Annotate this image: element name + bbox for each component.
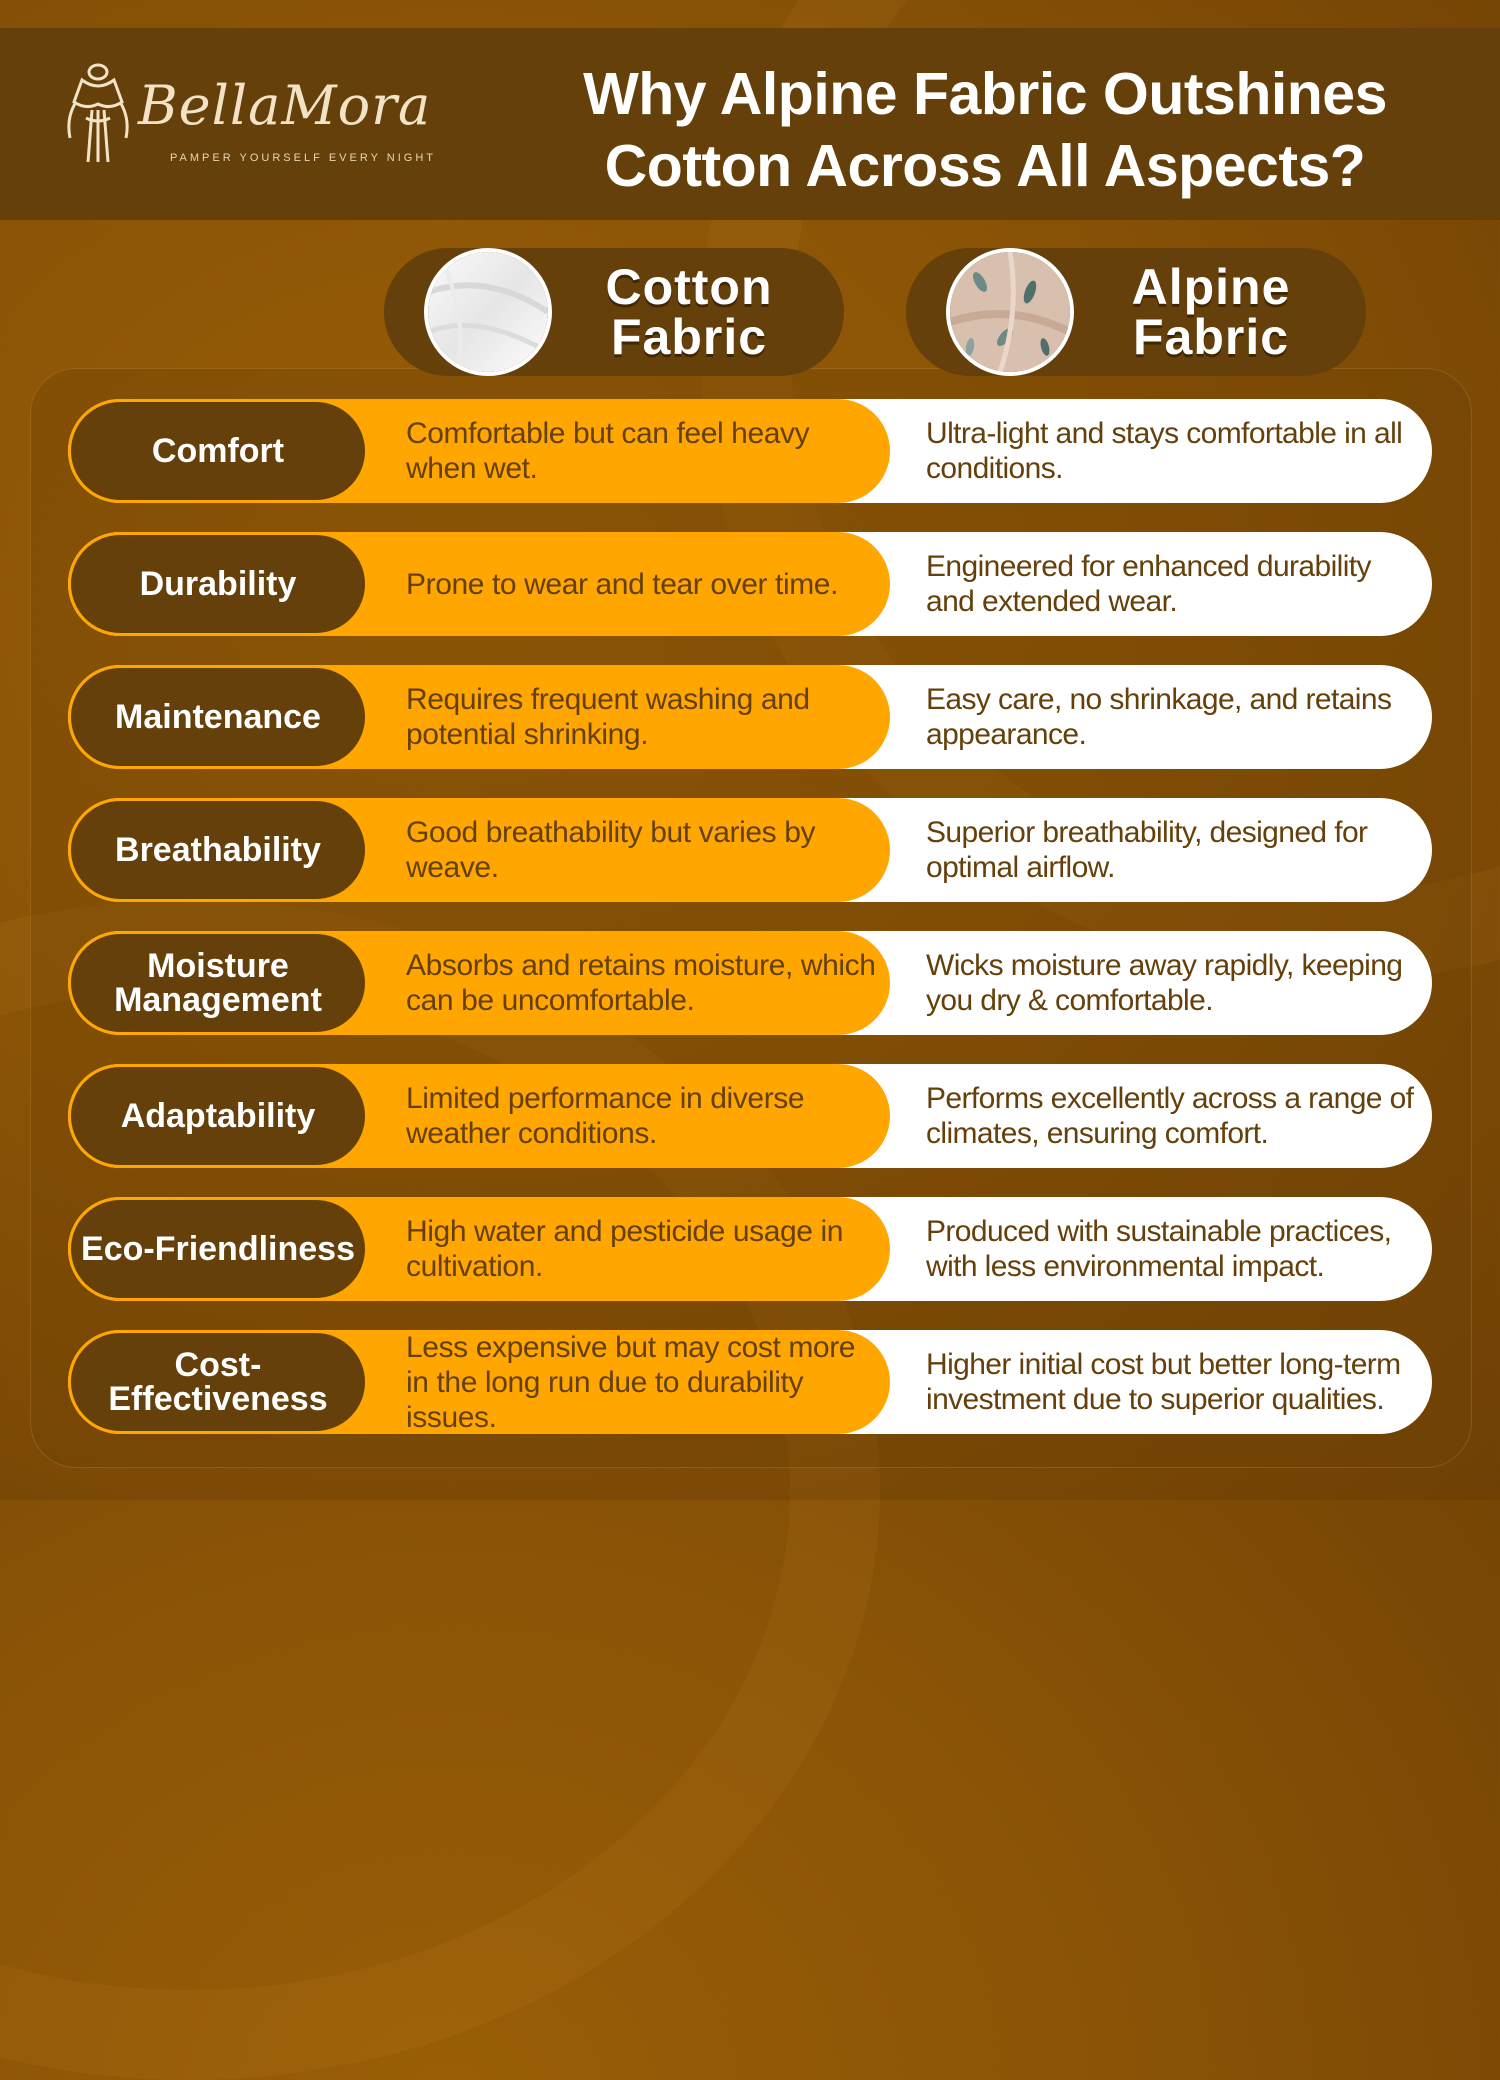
comparison-row: Maintenance Requires frequent washing an… bbox=[68, 665, 1432, 769]
cotton-description: Less expensive but may cost more in the … bbox=[406, 1330, 856, 1434]
cotton-label-line1: Cotton bbox=[605, 259, 773, 315]
alpine-label-line2: Fabric bbox=[1132, 309, 1290, 365]
title-line-1: Why Alpine Fabric Outshines bbox=[583, 61, 1387, 127]
cotton-description: Comfortable but can feel heavy when wet. bbox=[406, 417, 810, 485]
comparison-row: Cost-Effectiveness Less expensive but ma… bbox=[68, 1330, 1432, 1434]
cotton-description: Limited performance in diverse weather c… bbox=[406, 1082, 805, 1150]
cotton-description: Requires frequent washing and potential … bbox=[406, 683, 810, 751]
alpine-description: Superior breathability, designed for opt… bbox=[926, 816, 1368, 884]
alpine-column-label: Alpine Fabric bbox=[1076, 262, 1346, 362]
aspect-label: Breathability bbox=[68, 798, 368, 902]
aspect-label: Maintenance bbox=[68, 665, 368, 769]
alpine-description: Easy care, no shrinkage, and retains app… bbox=[926, 683, 1392, 751]
comparison-row: Adaptability Limited performance in dive… bbox=[68, 1064, 1432, 1168]
aspect-label: Cost-Effectiveness bbox=[68, 1330, 368, 1434]
comparison-row: Durability Prone to wear and tear over t… bbox=[68, 532, 1432, 636]
cotton-swatch-icon bbox=[424, 248, 552, 376]
aspect-label: Eco-Friendliness bbox=[68, 1197, 368, 1301]
aspect-label: Adaptability bbox=[68, 1064, 368, 1168]
brand-logo: BellaMora PAMPER YOURSELF EVERY NIGHT bbox=[62, 60, 462, 180]
comparison-row: Comfort Comfortable but can feel heavy w… bbox=[68, 399, 1432, 503]
aspect-label: Durability bbox=[68, 532, 368, 636]
column-header-alpine: Alpine Fabric bbox=[906, 248, 1366, 376]
alpine-description: Performs excellently across a range of c… bbox=[926, 1082, 1414, 1150]
alpine-description: Produced with sustainable practices, wit… bbox=[926, 1215, 1392, 1283]
column-header-cotton: Cotton Fabric bbox=[384, 248, 844, 376]
alpine-swatch-icon bbox=[946, 248, 1074, 376]
brand-wordmark: BellaMora bbox=[138, 74, 432, 137]
brand-tagline: PAMPER YOURSELF EVERY NIGHT bbox=[170, 152, 437, 164]
aspect-label: Comfort bbox=[68, 399, 368, 503]
alpine-description: Engineered for enhanced durability and e… bbox=[926, 550, 1372, 618]
title-line-2: Cotton Across All Aspects? bbox=[604, 133, 1366, 199]
alpine-description: Higher initial cost but better long-term… bbox=[926, 1348, 1401, 1416]
cotton-column-label: Cotton Fabric bbox=[554, 262, 824, 362]
cotton-description: Good breathability but varies by weave. bbox=[406, 816, 816, 884]
cotton-description: Absorbs and retains moisture, which can … bbox=[406, 949, 876, 1017]
header-band bbox=[0, 28, 1500, 220]
comparison-row: Breathability Good breathability but var… bbox=[68, 798, 1432, 902]
alpine-description: Wicks moisture away rapidly, keeping you… bbox=[926, 949, 1403, 1017]
aspect-label: Moisture Management bbox=[68, 931, 368, 1035]
comparison-row: Moisture Management Absorbs and retains … bbox=[68, 931, 1432, 1035]
alpine-description: Ultra-light and stays comfortable in all… bbox=[926, 417, 1403, 485]
cotton-description: High water and pesticide usage in cultiv… bbox=[406, 1215, 844, 1283]
cotton-description: Prone to wear and tear over time. bbox=[406, 567, 839, 601]
robe-mannequin-icon bbox=[67, 63, 129, 163]
page-title: Why Alpine Fabric Outshines Cotton Acros… bbox=[520, 58, 1450, 202]
alpine-label-line1: Alpine bbox=[1131, 259, 1291, 315]
cotton-label-line2: Fabric bbox=[610, 309, 768, 365]
comparison-row: Eco-Friendliness High water and pesticid… bbox=[68, 1197, 1432, 1301]
